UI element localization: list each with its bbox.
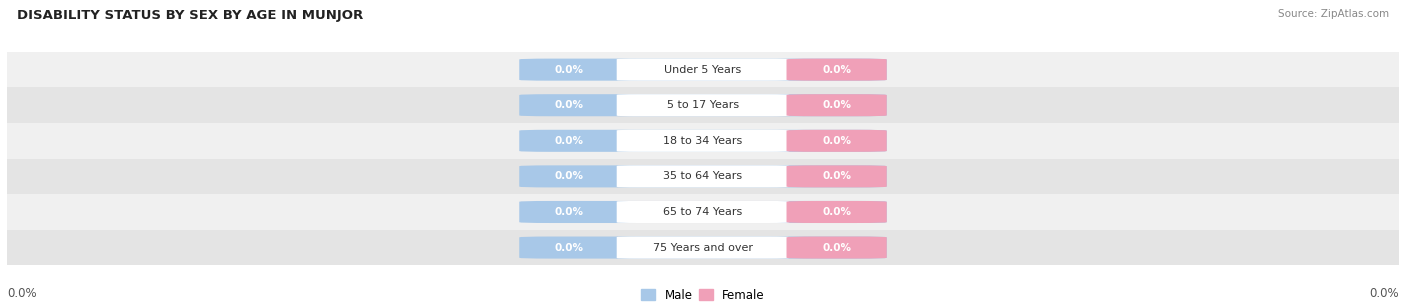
Text: 0.0%: 0.0% <box>823 100 851 110</box>
Bar <box>7 194 1399 230</box>
FancyBboxPatch shape <box>617 59 789 81</box>
Text: 75 Years and over: 75 Years and over <box>652 242 754 253</box>
Text: 0.0%: 0.0% <box>555 207 583 217</box>
Text: 5 to 17 Years: 5 to 17 Years <box>666 100 740 110</box>
FancyBboxPatch shape <box>519 130 887 152</box>
Text: 0.0%: 0.0% <box>823 136 851 146</box>
Legend: Male, Female: Male, Female <box>637 284 769 305</box>
Text: 35 to 64 Years: 35 to 64 Years <box>664 171 742 181</box>
Text: 0.0%: 0.0% <box>555 100 583 110</box>
Text: 0.0%: 0.0% <box>7 287 37 300</box>
Text: 65 to 74 Years: 65 to 74 Years <box>664 207 742 217</box>
Text: 0.0%: 0.0% <box>823 65 851 75</box>
Text: Source: ZipAtlas.com: Source: ZipAtlas.com <box>1278 9 1389 19</box>
Text: 0.0%: 0.0% <box>823 207 851 217</box>
FancyBboxPatch shape <box>786 165 887 187</box>
FancyBboxPatch shape <box>617 94 789 116</box>
Text: 0.0%: 0.0% <box>555 171 583 181</box>
Text: 0.0%: 0.0% <box>823 242 851 253</box>
FancyBboxPatch shape <box>617 130 789 152</box>
Text: 0.0%: 0.0% <box>555 242 583 253</box>
FancyBboxPatch shape <box>519 165 887 187</box>
FancyBboxPatch shape <box>519 237 887 259</box>
FancyBboxPatch shape <box>519 201 887 223</box>
Bar <box>7 159 1399 194</box>
FancyBboxPatch shape <box>617 237 789 259</box>
Text: DISABILITY STATUS BY SEX BY AGE IN MUNJOR: DISABILITY STATUS BY SEX BY AGE IN MUNJO… <box>17 9 363 22</box>
Text: 0.0%: 0.0% <box>555 65 583 75</box>
FancyBboxPatch shape <box>617 201 789 223</box>
FancyBboxPatch shape <box>786 201 887 223</box>
FancyBboxPatch shape <box>786 130 887 152</box>
FancyBboxPatch shape <box>786 59 887 81</box>
Bar <box>7 123 1399 159</box>
Text: Under 5 Years: Under 5 Years <box>665 65 741 75</box>
Text: 0.0%: 0.0% <box>1369 287 1399 300</box>
Text: 18 to 34 Years: 18 to 34 Years <box>664 136 742 146</box>
Text: 0.0%: 0.0% <box>823 171 851 181</box>
FancyBboxPatch shape <box>786 237 887 259</box>
Text: 0.0%: 0.0% <box>555 136 583 146</box>
FancyBboxPatch shape <box>519 94 887 116</box>
Bar <box>7 52 1399 88</box>
FancyBboxPatch shape <box>519 59 887 81</box>
Bar <box>7 230 1399 265</box>
FancyBboxPatch shape <box>617 165 789 187</box>
Bar <box>7 88 1399 123</box>
FancyBboxPatch shape <box>786 94 887 116</box>
